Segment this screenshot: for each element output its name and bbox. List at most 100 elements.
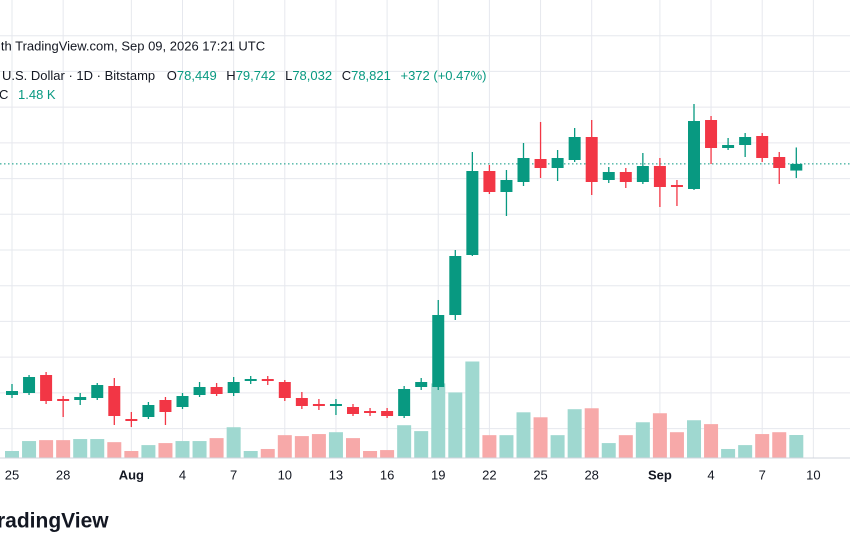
x-tick-label: Sep bbox=[648, 467, 672, 482]
volume-bar bbox=[346, 438, 360, 458]
candle-body bbox=[91, 385, 104, 398]
candle-body bbox=[23, 377, 36, 393]
volume-bar bbox=[158, 443, 173, 458]
candle-body bbox=[705, 120, 718, 148]
candle-body bbox=[364, 411, 377, 413]
candle-body bbox=[500, 180, 513, 192]
candle-body bbox=[142, 405, 155, 417]
volume-bar bbox=[482, 435, 497, 458]
ohlc-key: O bbox=[167, 68, 177, 83]
candle-layer bbox=[6, 104, 803, 427]
volume-bar bbox=[311, 434, 326, 458]
ohlc-value: 79,742 bbox=[236, 68, 276, 83]
x-tick-label: 7 bbox=[759, 467, 766, 482]
volume-bar bbox=[209, 438, 224, 458]
candle-body bbox=[193, 387, 206, 395]
ohlc-key: L bbox=[285, 68, 292, 83]
ohlc-key: C bbox=[342, 68, 351, 83]
volume-bar bbox=[448, 392, 463, 458]
volume-bar bbox=[397, 425, 412, 458]
volume-bar bbox=[73, 439, 88, 458]
volume-bar bbox=[56, 440, 71, 458]
volume-bar bbox=[499, 435, 514, 458]
candle-body bbox=[329, 404, 342, 406]
volume-bar bbox=[601, 443, 616, 458]
x-tick-label: 13 bbox=[329, 467, 343, 482]
candle-body bbox=[619, 172, 632, 182]
volume-bar bbox=[363, 451, 378, 458]
volume-bar bbox=[669, 432, 684, 458]
candle-body bbox=[534, 159, 547, 168]
candle-body bbox=[108, 386, 121, 416]
volume-legend: C 1.48 K bbox=[0, 87, 56, 102]
volume-bar bbox=[789, 435, 804, 458]
candle-body bbox=[74, 397, 87, 400]
volume-bar bbox=[107, 442, 122, 458]
candle-body bbox=[432, 315, 445, 387]
ohlc-value: 78,032 bbox=[292, 68, 332, 83]
volume-value: 1.48 K bbox=[18, 87, 56, 102]
volume-bar bbox=[328, 432, 343, 458]
volume-layer bbox=[5, 361, 804, 458]
candle-body bbox=[773, 157, 786, 168]
ohlc-value: 78,821 bbox=[351, 68, 391, 83]
volume-bar bbox=[260, 448, 275, 458]
volume-bar bbox=[124, 451, 139, 458]
volume-bar bbox=[533, 417, 548, 458]
candle-body bbox=[347, 407, 359, 414]
volume-bar bbox=[294, 436, 309, 458]
x-tick-label: 10 bbox=[278, 467, 292, 482]
volume-bar bbox=[772, 432, 787, 458]
candle-body bbox=[517, 158, 530, 182]
ohlc-key: H bbox=[226, 68, 235, 83]
volume-bar bbox=[721, 448, 736, 458]
volume-bar bbox=[175, 441, 190, 458]
x-tick-label: 28 bbox=[56, 467, 70, 482]
candle-body bbox=[756, 136, 769, 158]
volume-bar bbox=[738, 445, 753, 458]
candle-body bbox=[739, 137, 752, 145]
candle-body bbox=[40, 375, 53, 401]
symbol: U.S. Dollar · 1D · Bitstamp bbox=[2, 68, 155, 83]
volume-bar bbox=[550, 435, 565, 458]
x-tick-label: 7 bbox=[230, 467, 237, 482]
volume-key: C bbox=[0, 87, 8, 102]
x-tick-label: 25 bbox=[533, 467, 547, 482]
volume-bar bbox=[687, 420, 701, 458]
candle-body bbox=[568, 137, 581, 160]
x-axis: 25 28 Aug 4 7 10 13 16 19 22 25 28 Sep 4 7 10 bbox=[5, 467, 821, 482]
volume-bar bbox=[704, 424, 719, 458]
volume-bar bbox=[755, 434, 770, 458]
logo: radingView bbox=[0, 510, 109, 533]
volume-bar bbox=[567, 409, 582, 458]
x-tick-label: 28 bbox=[584, 467, 598, 482]
x-tick-label: 10 bbox=[806, 467, 820, 482]
x-tick-label: 25 bbox=[5, 467, 19, 482]
candle-body bbox=[159, 400, 172, 412]
x-tick-label: 4 bbox=[707, 467, 714, 482]
volume-bar bbox=[380, 450, 395, 458]
volume-bar bbox=[39, 440, 54, 458]
volume-bar bbox=[618, 435, 633, 458]
candle-body bbox=[551, 158, 564, 168]
candle-body bbox=[227, 382, 240, 393]
ohlc-value: 78,449 bbox=[177, 68, 217, 83]
candle-body bbox=[312, 404, 325, 406]
candle-body bbox=[6, 391, 18, 395]
volume-bar bbox=[192, 441, 207, 458]
volume-bar bbox=[243, 451, 258, 458]
x-tick-label: 22 bbox=[482, 467, 496, 482]
candle-body bbox=[278, 382, 291, 398]
volume-bar bbox=[277, 435, 292, 458]
volume-bar bbox=[635, 422, 650, 458]
volume-bar bbox=[141, 445, 156, 458]
candle-body bbox=[210, 387, 223, 394]
candle-body bbox=[653, 166, 666, 187]
candle-body bbox=[57, 399, 70, 401]
source-line: ith TradingView.com, Sep 09, 2026 17:21 … bbox=[0, 38, 265, 53]
candle-body bbox=[688, 121, 700, 189]
candle-body bbox=[176, 396, 189, 407]
candle-body bbox=[483, 171, 496, 192]
candle-body bbox=[602, 172, 615, 180]
